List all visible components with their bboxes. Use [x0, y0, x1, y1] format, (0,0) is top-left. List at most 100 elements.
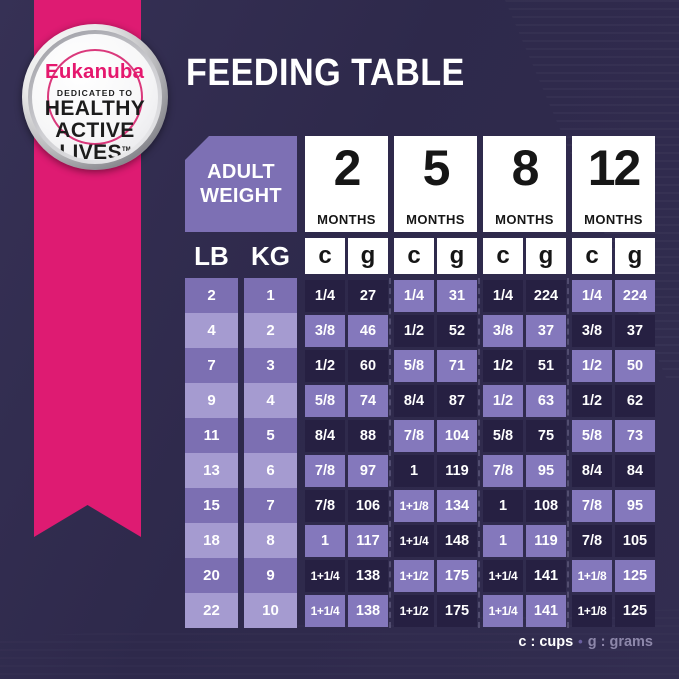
grams-value-cell: 37 [526, 314, 566, 347]
cups-value-cell: 1 [394, 454, 434, 487]
grams-value-cell: 175 [437, 559, 477, 592]
cups-value-cell: 1+1/4 [483, 594, 523, 627]
month-header-5: 5 MONTHS [394, 136, 477, 232]
cups-value-cell: 1/4 [305, 279, 345, 312]
units-legend: c : cups • g : grams [185, 634, 653, 650]
cups-value-cell: 1 [305, 524, 345, 557]
cups-value-cell: 1+1/4 [483, 559, 523, 592]
grams-value-cell: 224 [526, 279, 566, 312]
table-row: 18 8 1 117 1+1/4 148 1 119 7/8 105 [185, 523, 660, 558]
month-label: MONTHS [584, 212, 643, 227]
cups-value-cell: 5/8 [572, 419, 612, 452]
grams-unit-header: g [437, 238, 477, 274]
cups-value-cell: 1+1/4 [305, 594, 345, 627]
cups-value-cell: 1/2 [572, 349, 612, 382]
grams-value-cell: 74 [348, 384, 388, 417]
grams-value-cell: 106 [348, 489, 388, 522]
kg-weight-cell: 3 [244, 348, 297, 383]
cups-value-cell: 7/8 [394, 419, 434, 452]
group-separator [567, 278, 569, 628]
cups-value-cell: 1+1/2 [394, 594, 434, 627]
kg-weight-cell: 9 [244, 558, 297, 593]
trademark-symbol: TM [122, 146, 131, 153]
cups-value-cell: 1 [483, 489, 523, 522]
table-row: 20 9 1+1/4 138 1+1/2 175 1+1/4 141 1+1/8 125 [185, 558, 660, 593]
cups-value-cell: 7/8 [572, 524, 612, 557]
month-number: 12 [587, 140, 642, 196]
kg-weight-cell: 2 [244, 313, 297, 348]
table-body: 2 1 1/4 27 1/4 31 1/4 224 1/4 224 4 2 3/8 46 1/2 52 3/8 3… [185, 278, 660, 628]
cups-value-cell: 5/8 [305, 384, 345, 417]
grams-value-cell: 87 [437, 384, 477, 417]
cups-value-cell: 7/8 [483, 454, 523, 487]
cups-value-cell: 7/8 [305, 454, 345, 487]
grams-value-cell: 175 [437, 594, 477, 627]
badge-pink-ring [47, 49, 143, 145]
cups-value-cell: 1+1/4 [394, 524, 434, 557]
table-row: 22 10 1+1/4 138 1+1/2 175 1+1/4 141 1+1/8 125 [185, 593, 660, 628]
cups-value-cell: 1+1/8 [572, 559, 612, 592]
month-label: MONTHS [406, 212, 465, 227]
grams-value-cell: 148 [437, 524, 477, 557]
cups-value-cell: 1+1/4 [305, 559, 345, 592]
table-row: 4 2 3/8 46 1/2 52 3/8 37 3/8 37 [185, 313, 660, 348]
month-number: 2 [333, 140, 362, 196]
table-row: 9 4 5/8 74 8/4 87 1/2 63 1/2 62 [185, 383, 660, 418]
badge-line-active: ACTIVE [55, 118, 135, 142]
grams-value-cell: 95 [615, 489, 655, 522]
brand-logo-text: Eukanuba [45, 61, 145, 83]
grams-value-cell: 46 [348, 314, 388, 347]
badge-line-healthy: HEALTHY [44, 97, 146, 120]
month-header-8: 8 MONTHS [483, 136, 566, 232]
grams-value-cell: 88 [348, 419, 388, 452]
cups-unit-header: c [572, 238, 612, 274]
cups-value-cell: 7/8 [572, 489, 612, 522]
grams-value-cell: 119 [526, 524, 566, 557]
grams-value-cell: 117 [348, 524, 388, 557]
kg-weight-cell: 1 [244, 278, 297, 313]
legend-dot: • [578, 634, 583, 649]
grams-value-cell: 51 [526, 349, 566, 382]
grams-unit-header: g [526, 238, 566, 274]
cups-value-cell: 1+1/8 [572, 594, 612, 627]
lb-weight-cell: 22 [185, 593, 238, 628]
cups-value-cell: 5/8 [483, 419, 523, 452]
cups-value-cell: 8/4 [572, 454, 612, 487]
lb-weight-cell: 4 [185, 313, 238, 348]
cups-value-cell: 3/8 [572, 314, 612, 347]
grams-value-cell: 63 [526, 384, 566, 417]
grams-value-cell: 104 [437, 419, 477, 452]
kg-column-header: KG [251, 241, 290, 271]
lb-weight-cell: 15 [185, 488, 238, 523]
kg-weight-cell: 10 [244, 593, 297, 628]
grams-value-cell: 125 [615, 559, 655, 592]
grams-value-cell: 119 [437, 454, 477, 487]
kg-weight-cell: 7 [244, 488, 297, 523]
lb-column-header: LB [194, 241, 229, 271]
month-label: MONTHS [317, 212, 376, 227]
grams-value-cell: 31 [437, 279, 477, 312]
cups-value-cell: 1/4 [572, 279, 612, 312]
months-header-row: ADULT WEIGHT 2 MONTHS 5 MONTHS 8 MONTHS 12 MONT… [185, 136, 660, 232]
grams-value-cell: 138 [348, 559, 388, 592]
grams-value-cell: 71 [437, 349, 477, 382]
lb-weight-cell: 9 [185, 383, 238, 418]
cups-value-cell: 1/2 [305, 349, 345, 382]
cups-value-cell: 1/4 [483, 279, 523, 312]
eukanuba-seal-badge: Eukanuba DEDICATED TO HEALTHY ACTIVE LIV… [22, 24, 168, 170]
grams-value-cell: 105 [615, 524, 655, 557]
badge-tagline: DEDICATED TO [56, 88, 134, 98]
grams-value-cell: 27 [348, 279, 388, 312]
lb-weight-cell: 18 [185, 523, 238, 558]
grams-value-cell: 73 [615, 419, 655, 452]
table-row: 15 7 7/8 106 1+1/8 134 1 108 7/8 95 [185, 488, 660, 523]
cups-value-cell: 1/2 [572, 384, 612, 417]
legend-grams: g : grams [587, 634, 653, 650]
cups-value-cell: 5/8 [394, 349, 434, 382]
kg-weight-cell: 5 [244, 418, 297, 453]
grams-value-cell: 62 [615, 384, 655, 417]
grams-value-cell: 134 [437, 489, 477, 522]
cups-value-cell: 1 [483, 524, 523, 557]
cups-value-cell: 3/8 [483, 314, 523, 347]
